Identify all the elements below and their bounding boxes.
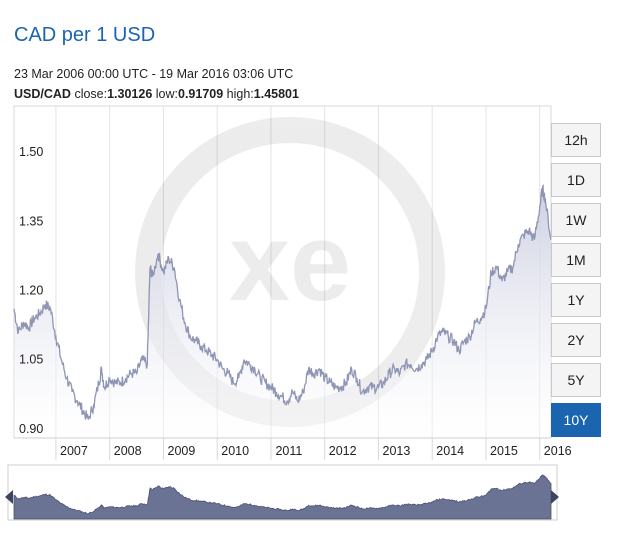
period-button-5y[interactable]: 5Y <box>551 363 601 397</box>
x-tick-label: 2007 <box>60 444 88 458</box>
period-button-12h[interactable]: 12h <box>551 123 601 157</box>
x-axis-ticks: 2007 2008 2009 2010 2011 2012 2013 2014 2015 2016 <box>14 437 572 460</box>
x-tick-label: 2014 <box>436 444 464 458</box>
navigator-right-handle-icon[interactable] <box>551 490 559 504</box>
x-tick-label: 2016 <box>544 444 572 458</box>
period-button-10y[interactable]: 10Y <box>551 403 601 437</box>
x-tick-label: 2009 <box>168 444 196 458</box>
range-navigator[interactable] <box>5 464 559 521</box>
x-tick-label: 2015 <box>490 444 518 458</box>
x-tick-label: 2013 <box>383 444 411 458</box>
high-label: high: <box>226 87 254 101</box>
chart-title: CAD per 1 USD <box>14 24 156 46</box>
quote-stats: USD/CAD close:1.30126 low:0.91709 high:1… <box>14 87 299 101</box>
y-tick-label: 1.50 <box>19 145 43 159</box>
y-axis-ticks: 0.90 1.05 1.20 1.35 1.50 <box>19 145 43 436</box>
x-tick-label: 2008 <box>114 444 142 458</box>
x-tick-label: 2011 <box>275 444 302 458</box>
period-button-group: 12h 1D 1W 1M 1Y 2Y 5Y 10Y <box>551 123 601 443</box>
low-label: low: <box>155 87 178 101</box>
close-value: 1.30126 <box>107 87 153 101</box>
y-tick-label: 1.20 <box>19 283 43 297</box>
period-button-1m[interactable]: 1M <box>551 243 601 277</box>
period-button-1w[interactable]: 1W <box>551 203 601 237</box>
rate-line <box>13 184 552 420</box>
svg-text:xe: xe <box>229 201 351 324</box>
date-range: 23 Mar 2006 00:00 UTC - 19 Mar 2016 03:0… <box>14 67 294 81</box>
period-button-1y[interactable]: 1Y <box>551 283 601 317</box>
y-tick-label: 0.90 <box>19 422 43 436</box>
y-tick-label: 1.35 <box>19 214 43 228</box>
rate-area-fill <box>14 185 551 438</box>
x-tick-label: 2012 <box>329 444 357 458</box>
navigator-area <box>13 474 552 520</box>
high-value: 1.45801 <box>253 87 299 101</box>
close-label: close: <box>74 87 108 101</box>
period-button-2y[interactable]: 2Y <box>551 323 601 357</box>
low-value: 0.91709 <box>178 87 224 101</box>
navigator-left-handle-icon[interactable] <box>5 490 13 504</box>
period-button-1d[interactable]: 1D <box>551 163 601 197</box>
y-tick-label: 1.05 <box>19 353 43 367</box>
x-tick-label: 2010 <box>221 444 249 458</box>
pair-label: USD/CAD <box>14 87 71 101</box>
